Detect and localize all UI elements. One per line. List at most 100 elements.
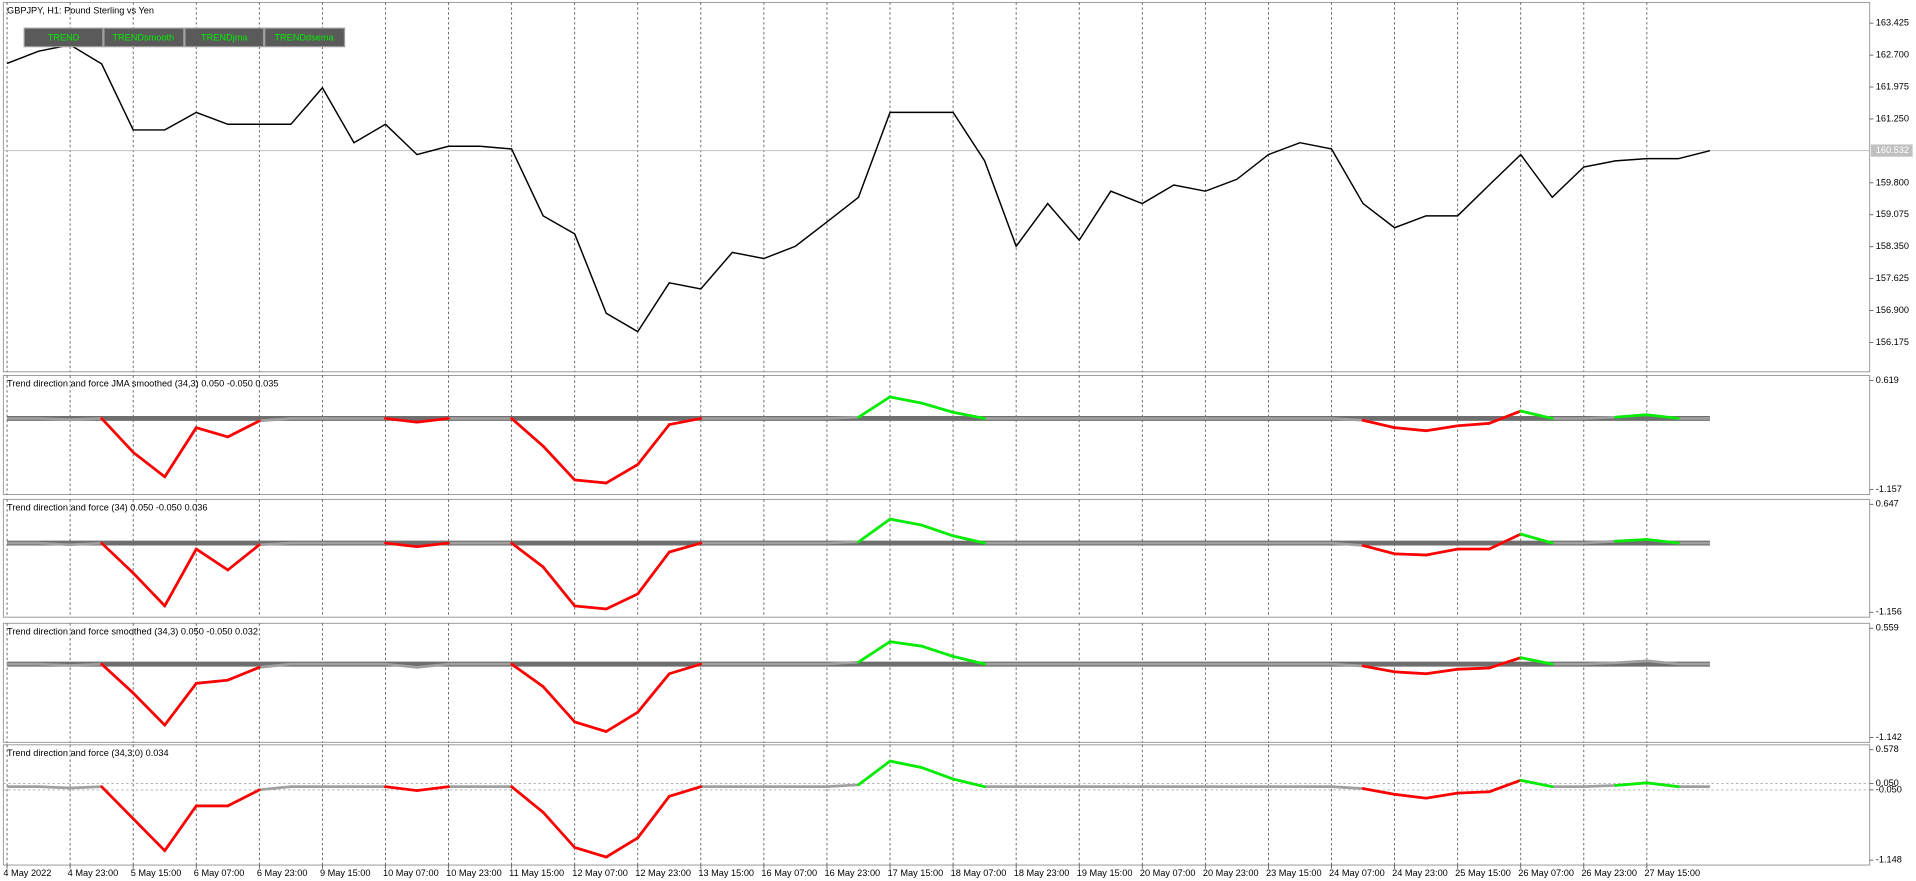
- pane-title: GBPJPY, H1: Pound Sterling vs Yen: [7, 5, 154, 15]
- trend-segment: [857, 759, 892, 787]
- x-tick-label: 20 May 07:00: [1140, 868, 1196, 878]
- trend-segment: [384, 541, 419, 548]
- trend-segment: [1361, 787, 1396, 796]
- trend-segment: [510, 417, 545, 448]
- x-tick-label: 12 May 23:00: [635, 868, 691, 878]
- button[interactable]: [103, 27, 185, 48]
- x-tick-label: 16 May 07:00: [761, 868, 817, 878]
- x-tick-label: 11 May 15:00: [509, 868, 564, 878]
- trend-segment: [1645, 781, 1680, 789]
- y-tick-label: 157.625: [1876, 273, 1909, 283]
- y-tick-label: 156.900: [1876, 305, 1909, 315]
- trend-segment: [131, 817, 167, 853]
- trend-segment: [1645, 538, 1680, 545]
- x-tick-label: 10 May 23:00: [446, 868, 502, 878]
- trend-segment: [415, 541, 450, 548]
- x-tick-label: 20 May 23:00: [1203, 868, 1259, 878]
- pane-title: Trend direction and force (34,3.0) 0.034: [7, 748, 169, 758]
- trend-segment: [194, 547, 230, 572]
- x-tick-label: 13 May 15:00: [698, 868, 754, 878]
- trend-segment: [920, 766, 955, 781]
- trend-segment: [667, 541, 703, 554]
- x-tick-label: 19 May 15:00: [1077, 868, 1133, 878]
- trend-segment: [1456, 422, 1491, 428]
- trend-segment: [541, 444, 577, 482]
- button[interactable]: [264, 27, 346, 48]
- trend-segment: [1487, 532, 1523, 551]
- trend-segment: [573, 720, 608, 733]
- button-label[interactable]: TRENDsmooth: [112, 32, 174, 42]
- y-tick-label: 162.700: [1876, 50, 1909, 60]
- trend-segment: [100, 785, 135, 821]
- trend-segment: [1424, 547, 1459, 557]
- buttons: TREND TRENDsmooth TRENDjma TRENDdsema: [23, 27, 346, 48]
- y-tick-label: -1.156: [1876, 607, 1902, 617]
- trend-segment: [636, 423, 671, 466]
- x-tick-label: 18 May 23:00: [1014, 868, 1070, 878]
- y-tick-label: 156.175: [1876, 337, 1909, 347]
- y-tick-label: 161.975: [1876, 81, 1909, 91]
- button[interactable]: [23, 27, 104, 48]
- pane-frame: [2, 498, 1871, 618]
- y-tick-label: 0.647: [1876, 499, 1899, 509]
- trend-segment: [1519, 532, 1554, 545]
- trend-segment: [131, 691, 167, 727]
- trend-segment: [667, 417, 703, 426]
- trend-segment: [1424, 667, 1459, 676]
- x-tick-label: 23 May 15:00: [1266, 868, 1322, 878]
- trend-segment: [1645, 413, 1680, 420]
- x-tick-label: 17 May 15:00: [888, 868, 944, 878]
- x-tick-label: 26 May 23:00: [1581, 868, 1637, 878]
- trend-segment: [604, 592, 640, 611]
- x-tick-label: 10 May 07:00: [383, 868, 439, 878]
- y-tick-label: 159.800: [1876, 177, 1909, 187]
- price-line: [6, 44, 1711, 333]
- button[interactable]: [184, 27, 265, 48]
- trend-segment: [604, 710, 640, 733]
- trend-segment: [541, 810, 577, 849]
- y-tick-label: 161.250: [1876, 113, 1909, 123]
- y-tick-label: 0.578: [1876, 744, 1899, 754]
- trend-segment: [920, 401, 955, 414]
- y-tick-label: -1.148: [1876, 855, 1902, 865]
- y-tick-label: 0.050: [1876, 778, 1899, 788]
- trend-segment: [1613, 538, 1649, 543]
- trend-segment: [226, 419, 261, 439]
- y-tick-label: 158.350: [1876, 241, 1909, 251]
- trend-segment: [888, 640, 923, 648]
- y-tick-label: -1.157: [1876, 484, 1902, 494]
- trend-segment: [1519, 409, 1554, 420]
- pane-frame: [2, 374, 1871, 495]
- x-tick-label: 26 May 07:00: [1518, 868, 1574, 878]
- trend-segment: [857, 395, 892, 419]
- trend-segment: [226, 788, 261, 808]
- trend-segment: [573, 604, 608, 611]
- x-tick-label: 25 May 15:00: [1455, 868, 1511, 878]
- trend-segment: [131, 571, 167, 608]
- trend-segment: [1613, 781, 1649, 787]
- button-label[interactable]: TRENDjma: [201, 32, 248, 42]
- trend-segment: [163, 426, 198, 479]
- trend-segment: [541, 685, 577, 724]
- y-tick-label: 163.425: [1876, 18, 1909, 28]
- trend-segment: [604, 836, 640, 859]
- trend-segment: [857, 640, 892, 664]
- trend-segment: [194, 678, 230, 685]
- trend-segment: [951, 777, 986, 789]
- trend-segment: [1519, 778, 1554, 789]
- x-tick-label: 18 May 07:00: [951, 868, 1007, 878]
- trend-segment: [920, 523, 955, 538]
- button-label[interactable]: TREND: [48, 32, 80, 42]
- trend-segment: [541, 565, 577, 608]
- y-tick-label: 159.075: [1876, 209, 1909, 219]
- current-price-label: 160.532: [1876, 145, 1909, 155]
- trend-segment: [951, 655, 986, 666]
- trend-segment: [163, 547, 198, 608]
- x-tick-label: 4 May 2022: [3, 868, 51, 878]
- x-tick-label: 24 May 23:00: [1392, 868, 1448, 878]
- trend-segment: [1487, 778, 1523, 794]
- trend-segment: [1519, 656, 1554, 666]
- button-label[interactable]: TRENDdsema: [274, 32, 334, 42]
- trend-segment: [384, 785, 419, 792]
